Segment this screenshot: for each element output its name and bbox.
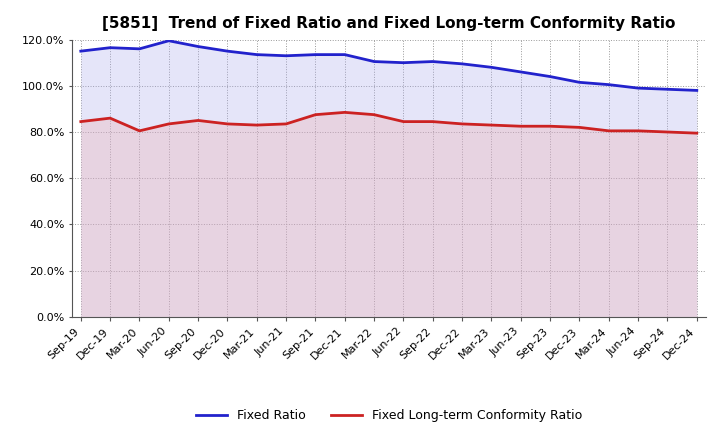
Fixed Ratio <box>341 52 349 57</box>
Fixed Ratio <box>194 44 202 49</box>
Fixed Ratio <box>399 60 408 65</box>
Fixed Ratio <box>370 59 379 64</box>
Fixed Long-term Conformity Ratio <box>693 131 701 136</box>
Fixed Ratio <box>106 45 114 50</box>
Fixed Long-term Conformity Ratio <box>663 129 672 135</box>
Fixed Ratio <box>634 85 642 91</box>
Fixed Long-term Conformity Ratio <box>575 125 584 130</box>
Fixed Ratio <box>311 52 320 57</box>
Fixed Ratio <box>164 38 173 44</box>
Fixed Long-term Conformity Ratio <box>370 112 379 117</box>
Fixed Ratio <box>458 61 467 66</box>
Fixed Ratio <box>546 74 554 79</box>
Fixed Long-term Conformity Ratio <box>428 119 437 124</box>
Fixed Long-term Conformity Ratio <box>341 110 349 115</box>
Fixed Long-term Conformity Ratio <box>282 121 290 127</box>
Fixed Long-term Conformity Ratio <box>399 119 408 124</box>
Fixed Long-term Conformity Ratio <box>194 118 202 123</box>
Fixed Long-term Conformity Ratio <box>311 112 320 117</box>
Fixed Long-term Conformity Ratio <box>516 124 525 129</box>
Fixed Ratio <box>487 65 496 70</box>
Fixed Ratio <box>428 59 437 64</box>
Fixed Ratio <box>282 53 290 59</box>
Fixed Long-term Conformity Ratio <box>487 122 496 128</box>
Fixed Long-term Conformity Ratio <box>253 122 261 128</box>
Fixed Ratio <box>135 46 144 51</box>
Fixed Ratio <box>605 82 613 87</box>
Fixed Long-term Conformity Ratio <box>106 115 114 121</box>
Fixed Long-term Conformity Ratio <box>223 121 232 127</box>
Fixed Ratio <box>223 48 232 54</box>
Fixed Long-term Conformity Ratio <box>546 124 554 129</box>
Fixed Ratio <box>575 80 584 85</box>
Fixed Ratio <box>76 48 85 54</box>
Title: [5851]  Trend of Fixed Ratio and Fixed Long-term Conformity Ratio: [5851] Trend of Fixed Ratio and Fixed Lo… <box>102 16 675 32</box>
Fixed Long-term Conformity Ratio <box>76 119 85 124</box>
Line: Fixed Long-term Conformity Ratio: Fixed Long-term Conformity Ratio <box>81 112 697 133</box>
Line: Fixed Ratio: Fixed Ratio <box>81 41 697 90</box>
Fixed Long-term Conformity Ratio <box>164 121 173 127</box>
Fixed Ratio <box>663 87 672 92</box>
Fixed Ratio <box>253 52 261 57</box>
Fixed Long-term Conformity Ratio <box>135 128 144 133</box>
Fixed Long-term Conformity Ratio <box>458 121 467 127</box>
Fixed Ratio <box>516 69 525 74</box>
Fixed Long-term Conformity Ratio <box>634 128 642 133</box>
Fixed Ratio <box>693 88 701 93</box>
Legend: Fixed Ratio, Fixed Long-term Conformity Ratio: Fixed Ratio, Fixed Long-term Conformity … <box>191 404 587 427</box>
Fixed Long-term Conformity Ratio <box>605 128 613 133</box>
